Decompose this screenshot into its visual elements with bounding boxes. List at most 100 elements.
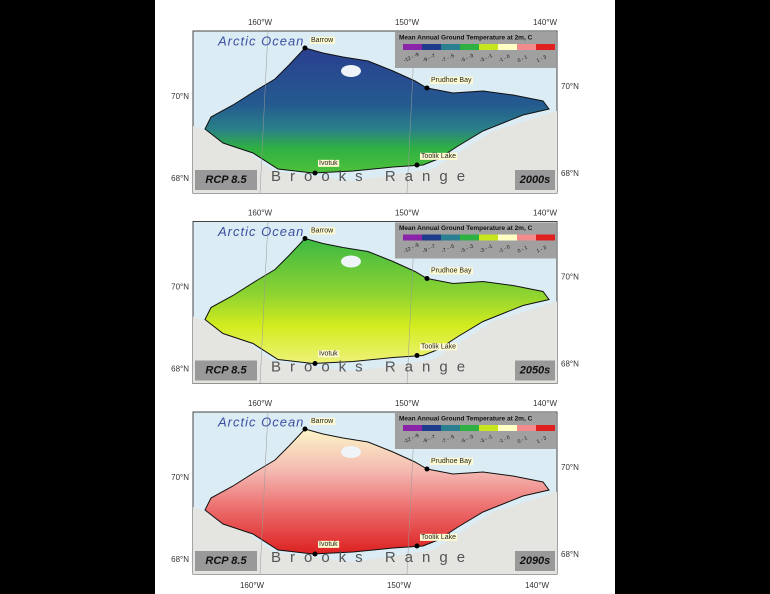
- place-marker: [414, 353, 420, 358]
- legend-swatch: [536, 44, 555, 50]
- lat-label: 70°N: [171, 283, 189, 292]
- place-marker: [424, 466, 430, 472]
- lon-label: 150°W: [395, 399, 420, 408]
- legend-label: 0 - 1: [517, 54, 529, 64]
- legend-label: -9 - -7: [422, 434, 437, 445]
- period-label: 2000s: [519, 174, 551, 186]
- place-label: Prudhoe Bay: [431, 267, 472, 274]
- legend-label: -9 - -7: [422, 53, 437, 64]
- legend-label: 0 - 1: [517, 435, 529, 445]
- place-label: Barrow: [311, 37, 334, 44]
- range-label: Brooks Range: [271, 358, 474, 375]
- scenario-label: RCP 8.5: [205, 555, 247, 567]
- place-label-bg: [318, 540, 340, 548]
- terrain: [193, 111, 557, 193]
- legend-swatch: [441, 44, 460, 50]
- lon-label: 160°W: [248, 399, 273, 408]
- place-label: Toolik Lake: [421, 153, 456, 160]
- legend-swatch: [403, 234, 422, 241]
- lat-label: 70°N: [171, 473, 189, 482]
- lon-label: 150°W: [395, 18, 420, 27]
- legend-swatch: [460, 234, 479, 241]
- legend-label: 1 - 3: [536, 54, 548, 64]
- legend-swatch: [536, 425, 555, 431]
- lon-label: 150°W: [387, 581, 412, 590]
- meridian: [259, 411, 269, 575]
- lat-label: 68°N: [171, 365, 189, 374]
- terrain: [193, 492, 557, 574]
- lat-label: 68°N: [561, 360, 579, 369]
- legend-swatch: [498, 425, 517, 431]
- place-marker: [424, 85, 430, 91]
- place-marker: [414, 543, 420, 549]
- legend-swatch: [460, 425, 479, 431]
- place-label: Prudhoe Bay: [431, 77, 472, 84]
- place-label-bg: [430, 76, 473, 84]
- lat-label: 68°N: [171, 174, 189, 183]
- meridian: [259, 221, 269, 384]
- legend-label: -3 - -1: [479, 53, 494, 64]
- place-label-bg: [318, 350, 340, 358]
- map-panel: 160°W 150°W 140°W 70°N 70°N 68°N 68°N Arctic Oc…: [171, 18, 579, 194]
- period-label: 2050s: [519, 364, 551, 376]
- map-panel: 160°W 150°W 140°W 70°N 70°N 68°N 68°N Arctic Oc…: [171, 209, 579, 384]
- place-label-bg: [420, 533, 458, 541]
- legend-swatch: [479, 425, 498, 431]
- scenario-box: [195, 551, 257, 571]
- legend-label: -3 - -1: [479, 434, 494, 445]
- place-label: Toolik Lake: [421, 343, 456, 350]
- lon-label: 160°W: [248, 209, 273, 218]
- meridian: [259, 30, 269, 194]
- range-label: Brooks Range: [271, 549, 474, 566]
- scenario-label: RCP 8.5: [205, 364, 247, 376]
- place-label-bg: [318, 159, 340, 167]
- lake: [341, 255, 361, 268]
- legend-label: -1 - 0: [498, 435, 511, 445]
- lat-label: 68°N: [561, 550, 579, 559]
- legend-label: 1 - 3: [536, 435, 548, 445]
- place-marker: [312, 170, 318, 176]
- legend-swatch: [517, 425, 536, 431]
- legend-swatch: [403, 425, 422, 431]
- lat-label: 68°N: [171, 555, 189, 564]
- lake: [341, 65, 361, 77]
- legend-swatch: [441, 425, 460, 431]
- place-label: Ivotuk: [319, 350, 338, 357]
- legend-swatch: [441, 234, 460, 241]
- period-label: 2090s: [519, 555, 551, 567]
- lon-label: 140°W: [533, 18, 558, 27]
- legend-swatch: [498, 44, 517, 50]
- place-marker: [302, 426, 308, 432]
- lon-label: 140°W: [533, 209, 558, 218]
- place-label-bg: [430, 457, 473, 465]
- legend-label: -5 - -3: [460, 243, 475, 254]
- lake: [341, 446, 361, 458]
- legend-title: Mean Annual Ground Temperature at 2m, C: [399, 225, 533, 232]
- place-marker: [414, 162, 420, 168]
- place-marker: [302, 236, 308, 241]
- lon-label: 160°W: [248, 18, 273, 27]
- legend-swatch: [422, 234, 441, 241]
- map-panel: 160°W 160°W 150°W 150°W 140°W 140°W 70°N 70°N 68…: [171, 399, 579, 590]
- scenario-label: RCP 8.5: [205, 174, 247, 186]
- lat-label: 70°N: [561, 463, 579, 472]
- place-label-bg: [310, 227, 336, 235]
- legend-swatch: [517, 44, 536, 50]
- legend-label: -9 - -7: [422, 243, 437, 254]
- legend-swatch: [403, 44, 422, 50]
- ocean-label: Arctic Ocean: [217, 33, 304, 48]
- ocean-label: Arctic Ocean: [217, 224, 304, 239]
- place-label: Toolik Lake: [421, 534, 456, 541]
- place-label: Barrow: [311, 418, 334, 425]
- north-slope: [204, 237, 550, 365]
- scenario-box: [195, 360, 257, 381]
- legend-swatch: [422, 44, 441, 50]
- north-slope: [204, 428, 550, 555]
- lon-label: 160°W: [240, 581, 265, 590]
- period-box: [515, 551, 555, 571]
- legend-label: -5 - -3: [460, 53, 475, 64]
- legend-label: -1 - 0: [498, 54, 511, 64]
- range-label: Brooks Range: [271, 168, 474, 185]
- terrain: [193, 301, 557, 384]
